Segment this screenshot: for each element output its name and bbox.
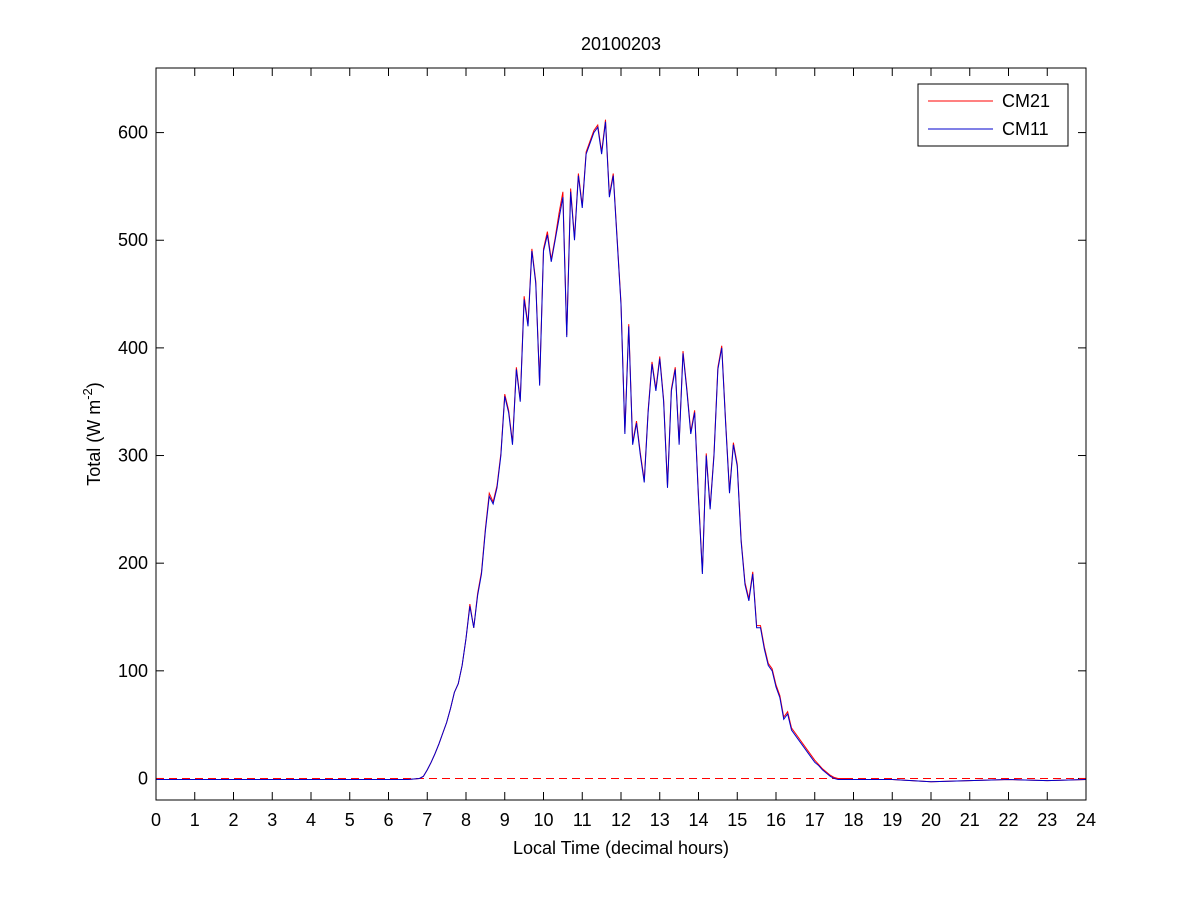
x-tick-label: 19 bbox=[882, 810, 902, 830]
x-tick-label: 17 bbox=[805, 810, 825, 830]
x-tick-label: 21 bbox=[960, 810, 980, 830]
chart-title: 20100203 bbox=[581, 34, 661, 54]
legend-label: CM21 bbox=[1002, 91, 1050, 111]
x-axis-label: Local Time (decimal hours) bbox=[513, 838, 729, 858]
plot-frame bbox=[155, 67, 1087, 801]
y-label-superscript: -2 bbox=[80, 388, 95, 400]
x-tick-label: 10 bbox=[533, 810, 553, 830]
x-tick-label: 1 bbox=[190, 810, 200, 830]
data-line bbox=[156, 121, 1087, 783]
x-tick-label: 22 bbox=[998, 810, 1018, 830]
x-tick-label: 0 bbox=[151, 810, 161, 830]
y-label-text: ) bbox=[84, 382, 104, 388]
x-tick-label: 7 bbox=[422, 810, 432, 830]
legend-label: CM11 bbox=[1002, 119, 1049, 139]
x-tick-label: 23 bbox=[1037, 810, 1057, 830]
x-tick-label: 4 bbox=[306, 810, 316, 830]
y-tick-label: 0 bbox=[138, 768, 148, 788]
y-tick-label: 600 bbox=[118, 123, 148, 143]
x-tick-label: 5 bbox=[345, 810, 355, 830]
plot-area bbox=[156, 68, 1086, 800]
y-label-text: Total (W m bbox=[84, 400, 104, 486]
x-tick-label: 20 bbox=[921, 810, 941, 830]
x-tick-label: 24 bbox=[1076, 810, 1096, 830]
x-tick-label: 13 bbox=[650, 810, 670, 830]
x-tick-label: 11 bbox=[573, 810, 592, 830]
x-tick-label: 2 bbox=[228, 810, 238, 830]
y-tick-label: 400 bbox=[118, 338, 148, 358]
y-tick-label: 200 bbox=[118, 553, 148, 573]
x-tick-label: 6 bbox=[383, 810, 393, 830]
x-tick-label: 8 bbox=[461, 810, 471, 830]
x-tick-label: 14 bbox=[688, 810, 708, 830]
y-tick-label: 500 bbox=[118, 230, 148, 250]
x-tick-label: 16 bbox=[766, 810, 786, 830]
y-tick-label: 100 bbox=[118, 661, 148, 681]
x-tick-label: 15 bbox=[727, 810, 747, 830]
y-axis-label: Total (W m-2) bbox=[80, 382, 104, 486]
x-tick-label: 18 bbox=[843, 810, 863, 830]
legend-box bbox=[917, 83, 1069, 147]
x-tick-label: 3 bbox=[267, 810, 277, 830]
y-tick-label: 300 bbox=[118, 446, 148, 466]
x-tick-label: 12 bbox=[611, 810, 631, 830]
x-tick-label: 9 bbox=[500, 810, 510, 830]
